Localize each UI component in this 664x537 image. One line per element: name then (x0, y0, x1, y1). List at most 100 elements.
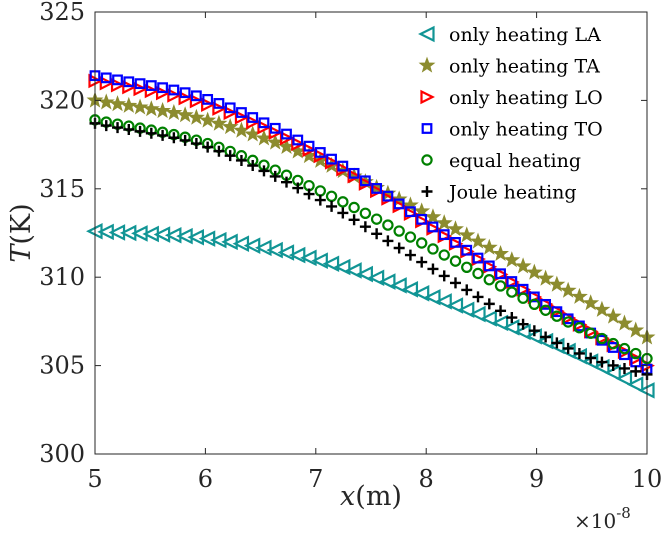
data-point (480, 310, 497, 327)
data-point (393, 198, 405, 210)
data-point (120, 96, 138, 113)
data-point (562, 316, 574, 328)
data-point (100, 72, 112, 84)
data-point (110, 77, 126, 93)
data-point (291, 136, 306, 152)
data-point (281, 128, 292, 140)
data-point (472, 252, 484, 264)
data-point (345, 262, 362, 279)
data-point (213, 98, 225, 109)
data-point (438, 249, 450, 261)
data-point (393, 242, 405, 254)
data-point (427, 221, 439, 233)
data-point (514, 257, 532, 274)
data-point (435, 214, 453, 231)
data-point (537, 269, 555, 286)
data-point (224, 102, 236, 114)
data-point (213, 145, 225, 157)
data-point (435, 293, 452, 310)
data-point (480, 238, 498, 255)
data-point (584, 327, 597, 339)
data-point (495, 268, 506, 280)
data-point (131, 98, 149, 115)
data-point (243, 237, 261, 254)
data-point (224, 150, 236, 162)
data-point (359, 175, 371, 187)
data-point (258, 165, 270, 177)
data-point (517, 318, 529, 330)
data-point (303, 140, 315, 152)
data-point (528, 291, 540, 303)
data-point (446, 297, 464, 314)
data-point (348, 214, 360, 226)
data-point (607, 342, 619, 353)
data-point (412, 285, 430, 302)
x-tick-label: 5 (87, 465, 102, 493)
data-point (627, 321, 645, 338)
data-point (336, 161, 351, 177)
data-point (617, 344, 633, 360)
data-point (202, 141, 214, 153)
data-point (123, 124, 135, 135)
data-point (133, 81, 149, 97)
x-tick-label: 8 (419, 465, 434, 493)
data-point (494, 280, 507, 292)
data-point (517, 292, 529, 304)
data-point (201, 97, 216, 112)
data-point (539, 296, 554, 312)
data-point (292, 134, 304, 146)
data-point (134, 125, 146, 137)
data-point (157, 82, 168, 94)
legend: only heating LA only heating TA only heati… (418, 24, 603, 204)
data-point (548, 275, 566, 292)
data-point (607, 337, 619, 350)
data-point (371, 183, 383, 194)
data-point (483, 298, 495, 310)
data-point (405, 206, 416, 218)
data-marks (86, 70, 656, 399)
data-point (277, 244, 295, 261)
y-tick-label: 325 (39, 0, 85, 26)
data-point (279, 130, 295, 146)
data-point (616, 314, 633, 331)
data-point (314, 194, 326, 206)
data-point (427, 243, 439, 255)
data-point (167, 88, 182, 103)
data-point (447, 220, 464, 237)
data-point (593, 300, 611, 317)
series-plus (89, 117, 653, 380)
data-point (134, 78, 146, 90)
data-point (234, 110, 250, 125)
data-point (630, 365, 642, 377)
data-point (382, 235, 394, 247)
data-point (495, 305, 507, 317)
data-point (112, 74, 123, 86)
data-point (573, 322, 586, 334)
legend-item: only heating LA (418, 24, 601, 46)
x-axis-exponent: ×10-8 (574, 504, 631, 533)
data-point (269, 122, 281, 134)
data-point (615, 370, 633, 387)
data-point (539, 304, 552, 316)
data-point (313, 148, 329, 164)
x-axis-label: x(m) (340, 481, 402, 512)
x-exponent-base: ×10 (574, 509, 616, 533)
data-point (582, 294, 600, 311)
data-point (109, 95, 126, 112)
data-point (540, 298, 552, 310)
legend-item: only heating LO (420, 87, 603, 109)
data-point (187, 108, 205, 125)
x-tick-label: 7 (308, 465, 323, 493)
data-point (415, 237, 428, 249)
data-point (516, 282, 532, 297)
data-point (168, 132, 180, 144)
data-point (483, 260, 495, 272)
data-point (449, 277, 461, 289)
data-point (223, 105, 239, 121)
legend-item: only heating TA (418, 56, 600, 78)
x-tick-label: 6 (198, 465, 213, 493)
y-tick-label: 305 (39, 352, 85, 380)
data-point (401, 196, 419, 213)
data-point (326, 153, 337, 165)
data-point (255, 239, 272, 257)
